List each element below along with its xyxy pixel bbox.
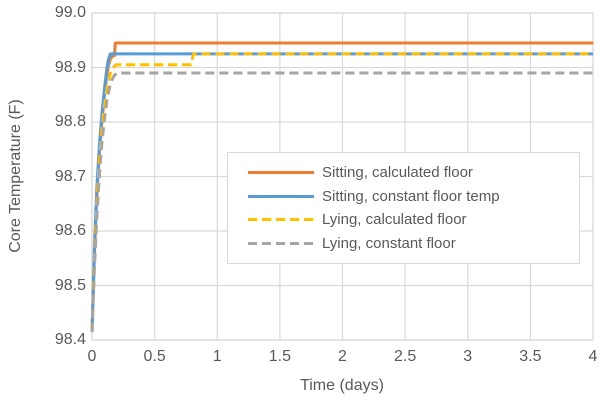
x-tick-label: 0: [87, 348, 97, 365]
legend-item: Lying, constant floor: [248, 235, 579, 252]
legend-item: Lying, calculated floor: [248, 211, 579, 228]
x-tick-label: 1.5: [268, 348, 291, 365]
legend: Sitting, calculated floor Sitting, consta…: [227, 152, 580, 264]
legend-item: Sitting, constant floor temp: [248, 188, 579, 205]
y-tick-label: 98.7: [54, 167, 86, 185]
x-tick-label: 0.5: [143, 348, 166, 365]
series-line-lying-constant-floor: [90, 71, 593, 332]
y-tick-label: 99.0: [54, 4, 86, 21]
x-tick-label: 3: [463, 348, 473, 365]
legend-item: Sitting, calculated floor: [248, 164, 579, 181]
x-tick-label: 1: [212, 348, 222, 365]
legend-swatch-line: [248, 242, 314, 246]
x-tick-label: 3.5: [519, 348, 542, 365]
legend-label: Sitting, calculated floor: [322, 163, 473, 181]
legend-swatch-line: [248, 218, 314, 222]
legend-label: Lying, constant floor: [322, 235, 456, 253]
y-tick-label: 98.4: [54, 331, 86, 348]
plot-border: [91, 12, 594, 341]
x-tick-label: 2: [338, 348, 347, 365]
legend-label: Sitting, constant floor temp: [322, 187, 500, 205]
y-tick-label: 98.6: [54, 222, 86, 239]
y-tick-label: 98.8: [54, 113, 86, 130]
y-tick-label: 98.5: [54, 276, 86, 294]
x-tick-label: 2.5: [394, 348, 417, 365]
legend-swatch-line: [248, 170, 314, 174]
legend-swatch-line: [248, 194, 314, 198]
x-tick-label: 4: [588, 348, 598, 365]
legend-label: Lying, calculated floor: [322, 211, 467, 229]
y-tick-label: 98.9: [54, 58, 86, 76]
x-axis-title: Time (days): [300, 377, 384, 394]
